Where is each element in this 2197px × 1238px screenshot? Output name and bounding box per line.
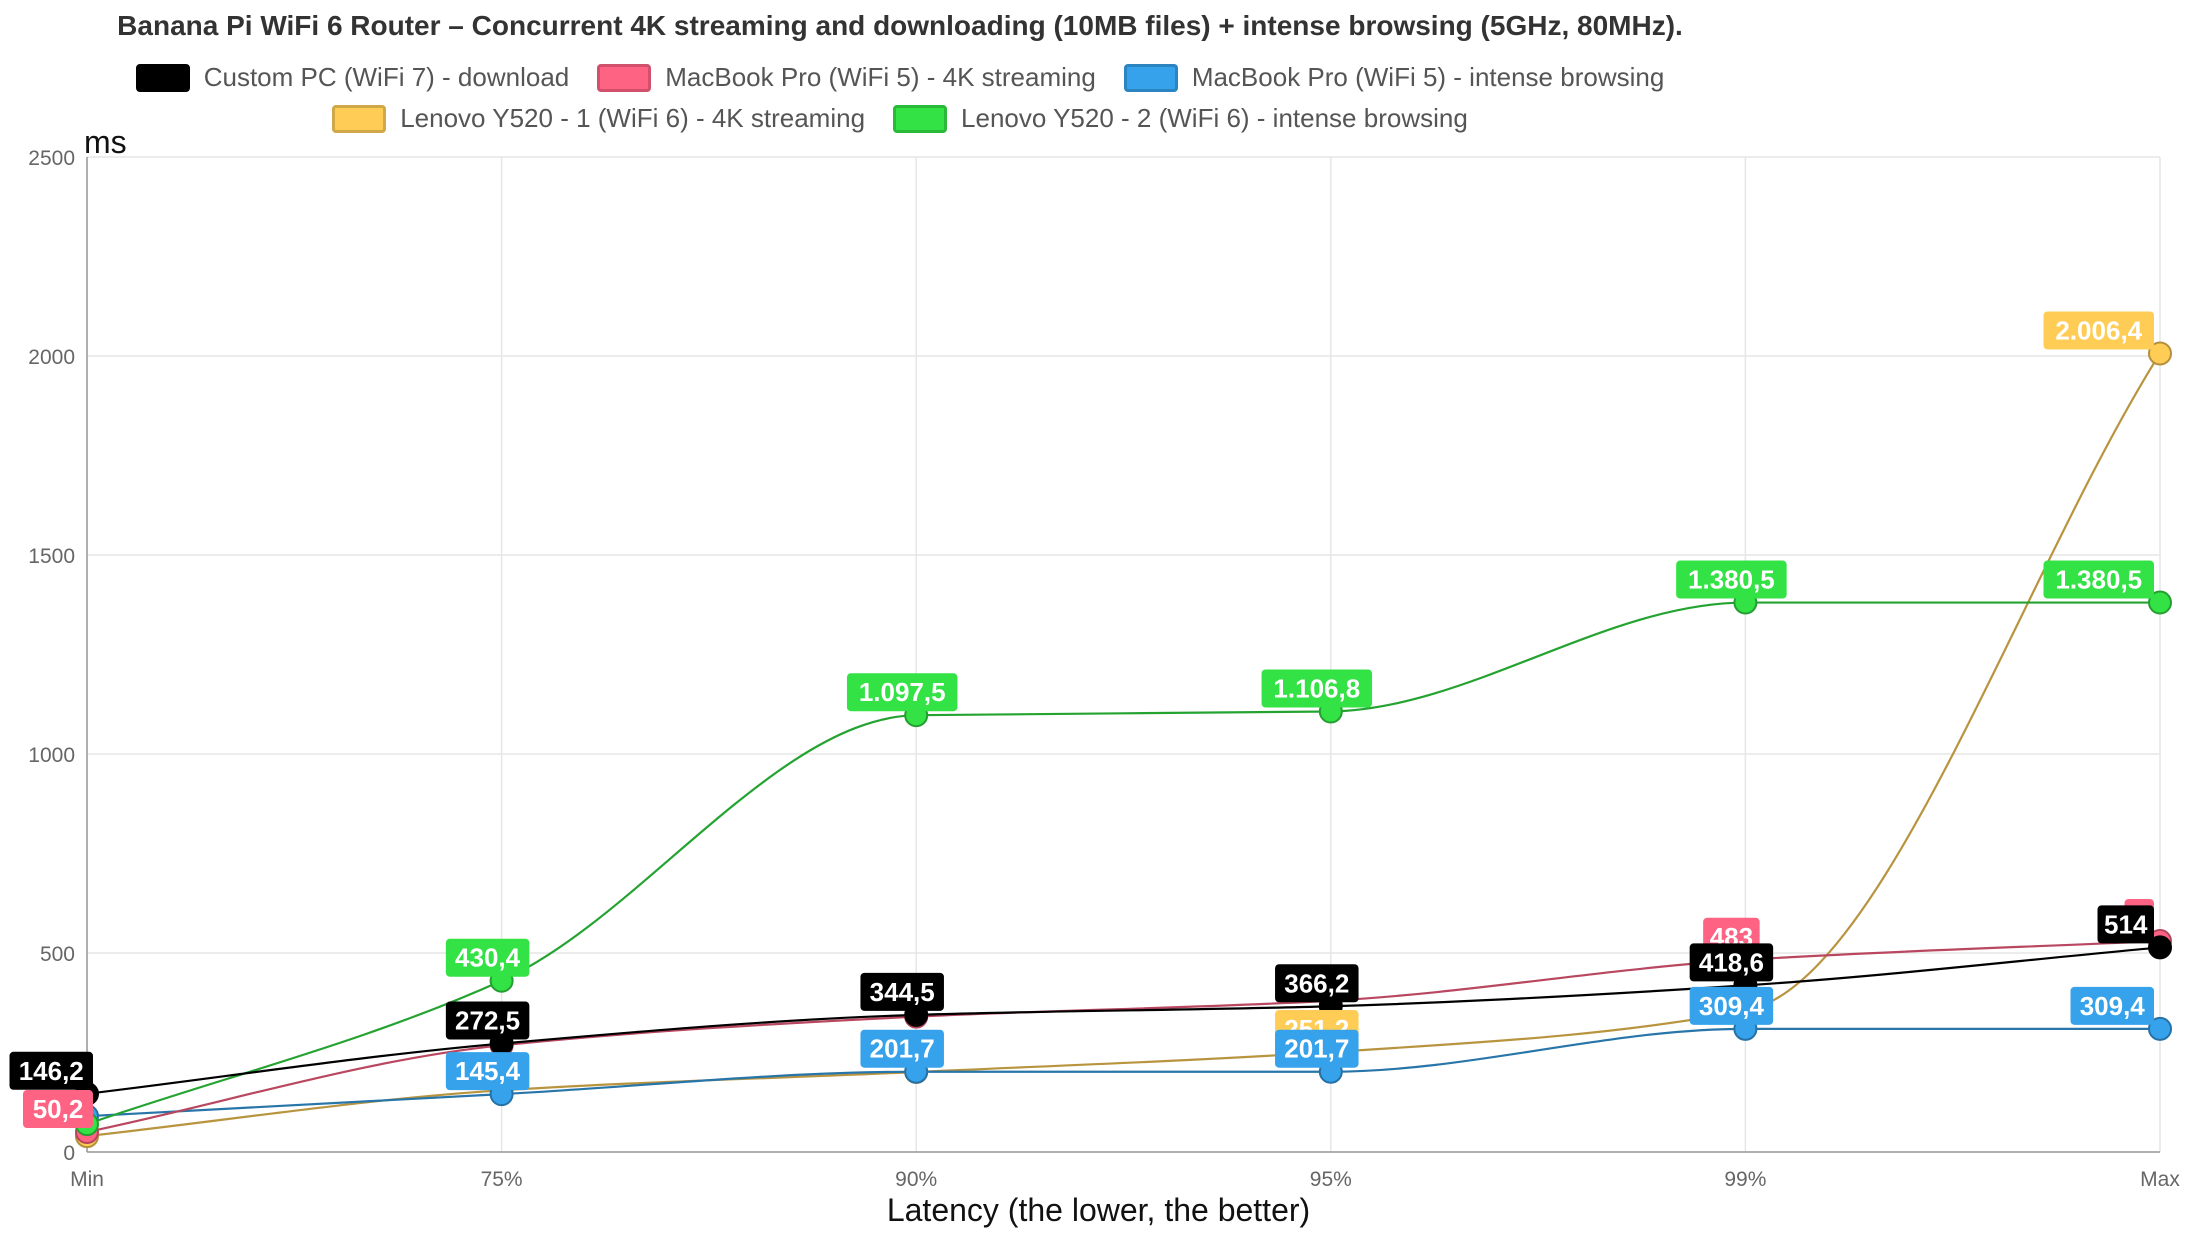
- data-label-box: [860, 972, 944, 1011]
- data-label-text: 145,4: [455, 1056, 521, 1086]
- legend-item[interactable]: MacBook Pro (WiFi 5) - 4K streaming: [597, 62, 1096, 93]
- y-tick-label: 2000: [28, 346, 75, 369]
- data-point: [2148, 935, 2172, 960]
- series-line: [86, 946, 2161, 1095]
- data-label-box: [846, 673, 958, 712]
- data-label-text: 309,4: [2080, 991, 2146, 1021]
- data-label-box: [1676, 560, 1787, 599]
- data-point: [2148, 341, 2172, 366]
- legend: Custom PC (WiFi 7) - download MacBook Pro…: [30, 62, 1770, 134]
- data-label: 430,4: [445, 938, 530, 977]
- data-label-text: 1.106,8: [1273, 673, 1360, 703]
- x-tick-label: 95%: [1310, 1168, 1352, 1191]
- data-label: 1.097,5: [846, 673, 958, 712]
- series-line: [86, 1027, 2160, 1118]
- data-label-text: 430,4: [455, 943, 521, 973]
- data-label-text: 514: [2104, 909, 2148, 939]
- data-label: 366,2: [1275, 964, 1359, 1003]
- y-tick-label: 0: [63, 1142, 75, 1165]
- data-label-box: [2070, 986, 2154, 1025]
- y-tick-label: 1000: [28, 744, 75, 767]
- data-label-box: [9, 1051, 93, 1090]
- data-label-box: [1689, 986, 1774, 1025]
- data-label: 1.380,5: [2043, 560, 2154, 599]
- data-label-text: 201,7: [870, 1034, 935, 1064]
- data-label-text: 344,5: [870, 977, 935, 1007]
- data-label-text: 1.380,5: [2055, 565, 2142, 595]
- legend-item[interactable]: MacBook Pro (WiFi 5) - intense browsing: [1123, 62, 1665, 93]
- data-label: 1.106,8: [1261, 669, 1373, 708]
- x-tick-label: Min: [70, 1168, 104, 1191]
- legend-item[interactable]: Lenovo Y520 - 2 (WiFi 6) - intense brows…: [893, 103, 1468, 134]
- chart-title: Banana Pi WiFi 6 Router – Concurrent 4K …: [117, 10, 1683, 41]
- legend-item[interactable]: Lenovo Y520 - 1 (WiFi 6) - 4K streaming: [332, 103, 865, 134]
- series-line: [86, 352, 2161, 1138]
- legend-swatch: [597, 63, 652, 92]
- data-label-box: [2097, 905, 2154, 944]
- data-label-text: 366,2: [1284, 968, 1349, 998]
- data-label: 201,7: [860, 1029, 944, 1068]
- y-tick-label: 1500: [28, 545, 75, 568]
- legend-swatch: [135, 63, 190, 92]
- data-label-text: 2.006,4: [2055, 315, 2142, 345]
- legend-swatch: [893, 104, 948, 133]
- data-label-box: [445, 1052, 530, 1091]
- data-label-box: [2043, 311, 2154, 350]
- data-label-box: [1689, 943, 1774, 982]
- data-label: 201,7: [1275, 1029, 1359, 1068]
- y-tick-label: 500: [40, 943, 75, 966]
- data-label: 514: [2097, 905, 2154, 944]
- data-label: 309,4: [2070, 986, 2154, 1025]
- y-axis-unit-label: ms: [84, 124, 127, 160]
- data-label-box: [1261, 669, 1373, 708]
- data-label-box: [1275, 1029, 1359, 1068]
- grid: [86, 156, 2161, 1153]
- data-label: 1.380,5: [1676, 560, 1787, 599]
- data-label: 2.006,4: [2043, 311, 2154, 350]
- legend-item[interactable]: Custom PC (WiFi 7) - download: [135, 62, 570, 93]
- data-label: 418,6: [1689, 943, 1774, 982]
- x-axis-title: Latency (the lower, the better): [886, 1192, 1311, 1228]
- legend-label: MacBook Pro (WiFi 5) - 4K streaming: [665, 62, 1096, 92]
- data-label: 309,4: [1689, 986, 1774, 1025]
- data-label-box: [23, 1090, 93, 1129]
- data-label-text: 309,4: [1699, 991, 1765, 1021]
- series-lines: [86, 352, 2161, 1138]
- data-label-box: [2043, 560, 2154, 599]
- data-label-text: 1.380,5: [1688, 565, 1775, 595]
- data-label-box: [445, 938, 530, 977]
- data-label-text: 146,2: [19, 1056, 84, 1086]
- data-point: [2148, 1016, 2172, 1041]
- data-label-text: 1.097,5: [859, 677, 946, 707]
- legend-label: Lenovo Y520 - 1 (WiFi 6) - 4K streaming: [400, 103, 866, 133]
- data-label-box: [445, 1001, 530, 1040]
- x-tick-label: 90%: [895, 1168, 937, 1191]
- data-label-text: 418,6: [1699, 947, 1764, 977]
- data-label: 146,2: [9, 1051, 93, 1090]
- data-label: 50,2: [23, 1090, 93, 1129]
- y-tick-label: 2500: [28, 147, 75, 170]
- legend-label: Lenovo Y520 - 2 (WiFi 6) - intense brows…: [961, 103, 1468, 133]
- data-label-text: 272,5: [455, 1006, 520, 1036]
- legend-label: Custom PC (WiFi 7) - download: [203, 62, 570, 92]
- data-point: [2148, 590, 2172, 615]
- series-line: [86, 939, 2161, 1134]
- legend-label: MacBook Pro (WiFi 5) - intense browsing: [1191, 62, 1665, 92]
- legend-swatch: [1123, 63, 1178, 92]
- x-tick-label: Max: [2140, 1168, 2180, 1191]
- x-tick-label: 99%: [1724, 1168, 1766, 1191]
- data-label: 145,4: [445, 1052, 530, 1091]
- data-label-text: 201,7: [1284, 1034, 1349, 1064]
- series-line: [86, 601, 2160, 1126]
- legend-swatch: [332, 104, 387, 133]
- data-label: 344,5: [860, 972, 944, 1011]
- data-label-box: [1275, 964, 1359, 1003]
- data-label-box: [860, 1029, 944, 1068]
- data-label-text: 50,2: [33, 1094, 84, 1124]
- data-label: 272,5: [445, 1001, 530, 1040]
- x-tick-label: 75%: [481, 1168, 523, 1191]
